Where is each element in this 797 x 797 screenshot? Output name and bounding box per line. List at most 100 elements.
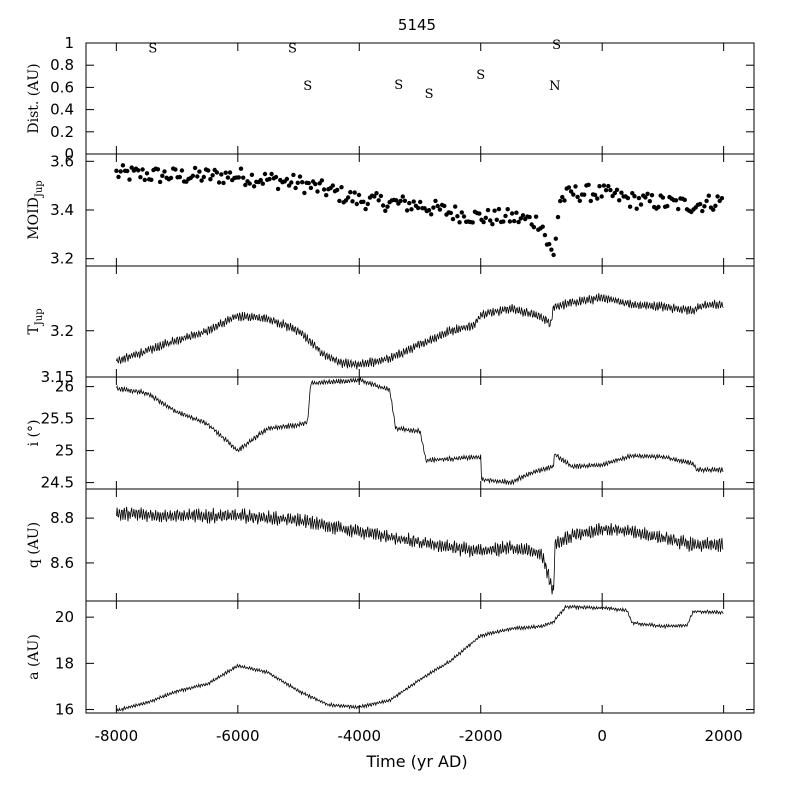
panel-a: 16 18 20 a (AU): [26, 600, 755, 719]
moid-point: [210, 173, 215, 178]
moid-point: [258, 177, 263, 183]
moid-point: [335, 187, 340, 193]
moid-point: [586, 182, 591, 187]
moid-point: [223, 170, 228, 175]
moid-point: [195, 174, 200, 179]
moid-point: [138, 175, 143, 180]
moid-point: [398, 198, 403, 204]
series-line-tjup: [116, 293, 724, 370]
series-line-incl: [116, 376, 724, 486]
moid-point: [409, 207, 414, 212]
moid-point: [634, 206, 639, 211]
y-tick-label: 3.15: [41, 368, 74, 386]
moid-point: [313, 181, 318, 187]
moid-point: [608, 187, 613, 193]
moid-point: [477, 211, 482, 216]
moid-point: [160, 173, 165, 178]
moid-point: [426, 208, 432, 213]
moid-point: [308, 185, 314, 191]
moid-point: [286, 183, 292, 188]
moid-point: [363, 206, 368, 212]
moid-point: [300, 180, 305, 185]
moid-point: [157, 179, 163, 185]
moid-point: [120, 163, 126, 168]
encounter-label: S: [476, 68, 485, 83]
moid-point: [149, 177, 154, 182]
moid-point: [260, 181, 265, 186]
y-tick-label: 25: [55, 442, 74, 460]
x-tick-label: -8000: [95, 727, 139, 745]
moid-point: [577, 198, 582, 203]
moid-point: [356, 192, 362, 198]
moid-point: [214, 170, 220, 175]
x-axis-label: Time (yr AD): [365, 752, 467, 771]
moid-point: [715, 194, 720, 199]
encounter-label: S: [394, 78, 403, 93]
moid-point: [509, 211, 515, 216]
moid-point: [706, 193, 711, 198]
y-tick-label: 0.4: [50, 101, 74, 119]
moid-point: [597, 184, 602, 189]
moid-point: [225, 175, 231, 180]
moid-point: [566, 185, 572, 190]
moid-point: [339, 185, 344, 190]
moid-point: [324, 193, 329, 198]
moid-point: [453, 204, 458, 209]
encounter-label: S: [303, 79, 312, 94]
moid-point: [418, 199, 423, 205]
moid-point: [144, 171, 150, 176]
moid-point: [625, 195, 631, 201]
moid-point: [116, 174, 121, 180]
moid-point: [549, 247, 554, 252]
encounter-label: S: [288, 41, 297, 56]
moid-point: [275, 186, 281, 192]
moid-point: [481, 219, 486, 225]
moid-point: [190, 173, 196, 178]
moid-point: [330, 183, 335, 188]
y-tick-label: 3.6: [50, 152, 74, 170]
encounter-label: S: [148, 41, 157, 56]
moid-point: [713, 203, 718, 208]
moid-point: [162, 169, 167, 174]
moid-point: [219, 172, 224, 177]
moid-point: [483, 215, 488, 220]
y-axis-label-incl: i (°): [26, 420, 42, 447]
x-axis-ticks: -8000 -6000 -4000 -2000 0 2000: [95, 727, 743, 745]
moid-point: [531, 225, 537, 230]
moid-point: [297, 174, 303, 179]
moid-point: [614, 187, 620, 192]
moid-point: [643, 195, 648, 200]
moid-point: [125, 168, 130, 174]
moid-point: [555, 214, 561, 220]
moid-point: [520, 213, 526, 218]
moid-point: [660, 195, 666, 200]
moid-point: [527, 214, 532, 220]
moid-point: [404, 208, 410, 213]
moid-point: [118, 169, 123, 174]
moid-point: [267, 176, 272, 182]
moid-point: [179, 168, 185, 173]
panel-frame-dist: [85, 42, 755, 155]
moid-point: [461, 214, 467, 219]
y-tick-label: 25.5: [41, 410, 74, 428]
moid-point: [488, 218, 493, 223]
y-axis-label-q: q (AU): [26, 522, 42, 568]
moid-point: [649, 193, 655, 198]
moid-point: [503, 213, 508, 219]
moid-point: [429, 212, 434, 217]
moid-point: [457, 220, 462, 225]
panel-dist: 0 0.2 0.4 0.6 0.8 1 Dist. (AU) S S S S S S S N: [26, 34, 755, 163]
moid-point: [352, 190, 357, 195]
moid-point: [442, 203, 447, 209]
moid-point: [238, 166, 244, 171]
moid-point: [192, 165, 198, 171]
encounter-label: S: [425, 87, 434, 102]
moid-point: [540, 224, 545, 229]
moid-point: [617, 198, 622, 203]
moid-point: [575, 194, 580, 200]
moid-point: [321, 187, 327, 192]
y-axis-label-dist: Dist. (AU): [26, 63, 42, 133]
moid-point: [243, 182, 248, 188]
moid-point: [573, 184, 578, 189]
moid-point: [216, 180, 222, 185]
